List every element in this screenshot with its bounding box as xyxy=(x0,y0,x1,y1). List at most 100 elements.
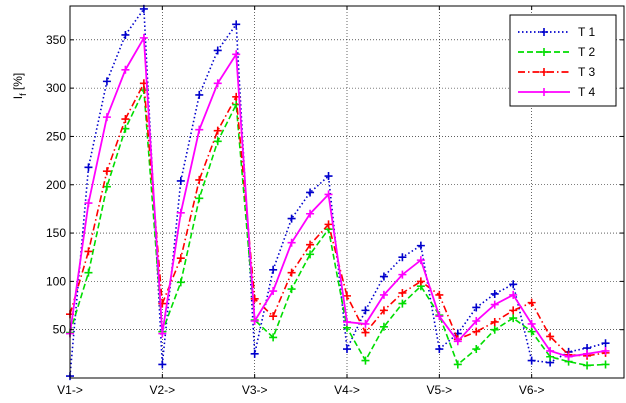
data-point xyxy=(435,312,444,321)
y-tick-label: 250 xyxy=(46,129,66,143)
data-point xyxy=(527,298,536,307)
data-point xyxy=(379,290,388,299)
y-axis-label-sub: f xyxy=(18,93,28,96)
data-point xyxy=(195,175,204,184)
data-point xyxy=(509,290,518,299)
legend-label: T 1 xyxy=(578,25,595,39)
series-line xyxy=(69,80,606,357)
x-tick-label: V4-> xyxy=(334,383,360,397)
data-point xyxy=(509,280,518,289)
y-tick-label: 200 xyxy=(46,178,66,192)
data-point xyxy=(287,268,296,277)
data-point xyxy=(527,356,536,365)
data-point xyxy=(250,294,259,303)
data-point xyxy=(287,214,296,223)
data-point xyxy=(583,349,592,358)
data-point xyxy=(361,319,370,328)
data-point xyxy=(269,265,278,274)
series-1 xyxy=(66,4,610,381)
data-point xyxy=(509,306,518,315)
data-point xyxy=(324,190,333,199)
data-point xyxy=(527,319,536,328)
data-point xyxy=(213,126,222,135)
data-point xyxy=(472,303,481,312)
data-point xyxy=(232,20,241,29)
legend-marker xyxy=(540,88,548,96)
legend-label: T 3 xyxy=(578,65,595,79)
series-3 xyxy=(66,79,610,360)
data-point xyxy=(583,361,592,370)
data-point xyxy=(416,256,425,265)
data-point xyxy=(343,317,351,326)
data-point xyxy=(601,346,610,355)
data-point xyxy=(102,167,111,176)
data-point xyxy=(287,238,296,247)
data-point xyxy=(102,77,111,86)
data-point xyxy=(435,345,444,354)
data-point xyxy=(176,176,185,185)
data-point xyxy=(232,50,241,59)
data-point xyxy=(195,194,204,203)
data-point xyxy=(121,115,130,124)
data-point xyxy=(398,270,407,279)
data-point xyxy=(269,312,278,321)
data-point xyxy=(416,277,425,286)
data-point xyxy=(453,360,462,369)
data-point xyxy=(398,299,407,308)
data-point xyxy=(84,247,93,256)
data-point xyxy=(379,272,388,281)
y-tick-label: 100 xyxy=(46,274,66,288)
data-point xyxy=(398,253,407,262)
data-point xyxy=(306,250,315,259)
y-axis-label-main: I xyxy=(11,96,25,99)
data-point xyxy=(472,327,481,336)
legend-label: T 4 xyxy=(578,85,595,99)
data-point xyxy=(306,240,315,249)
data-point xyxy=(453,337,462,346)
y-axis-label: If [%] xyxy=(11,73,28,100)
data-point xyxy=(343,345,351,354)
data-point xyxy=(158,329,167,338)
x-tick-label: V2-> xyxy=(149,383,175,397)
data-point xyxy=(250,316,259,325)
data-point xyxy=(490,317,499,326)
x-tick-label: V3-> xyxy=(242,383,268,397)
y-tick-label: 350 xyxy=(46,33,66,47)
x-tick-label: V5-> xyxy=(426,383,452,397)
data-point xyxy=(213,79,222,88)
legend: T 1 T 2 T 3 T 4 xyxy=(509,14,617,107)
data-point xyxy=(324,172,333,181)
data-point xyxy=(472,345,481,354)
data-point xyxy=(84,163,93,172)
x-tick-label: V1-> xyxy=(57,383,83,397)
data-point xyxy=(343,291,351,300)
data-point xyxy=(306,209,315,218)
data-point xyxy=(121,30,130,39)
series-4 xyxy=(66,33,610,361)
y-axis-label-unit: [%] xyxy=(11,73,25,94)
data-point xyxy=(324,220,333,229)
legend-marker xyxy=(540,68,548,76)
data-point xyxy=(213,46,222,55)
data-point xyxy=(435,290,444,299)
legend-label: T 2 xyxy=(578,45,595,59)
series-line xyxy=(69,34,606,358)
data-point xyxy=(361,356,370,365)
y-tick-label: 150 xyxy=(46,226,66,240)
data-point xyxy=(527,327,536,336)
data-point xyxy=(546,346,555,355)
data-point xyxy=(176,278,185,287)
legend-marker xyxy=(540,48,548,56)
x-tick-label: V6-> xyxy=(519,383,545,397)
data-point xyxy=(361,328,370,337)
data-point xyxy=(250,349,259,358)
data-point xyxy=(379,322,388,331)
data-point xyxy=(601,339,610,348)
data-point xyxy=(490,300,499,309)
data-point xyxy=(176,254,185,263)
data-point xyxy=(490,289,499,298)
data-point xyxy=(490,325,499,334)
data-point xyxy=(306,188,315,197)
data-point xyxy=(195,125,204,134)
